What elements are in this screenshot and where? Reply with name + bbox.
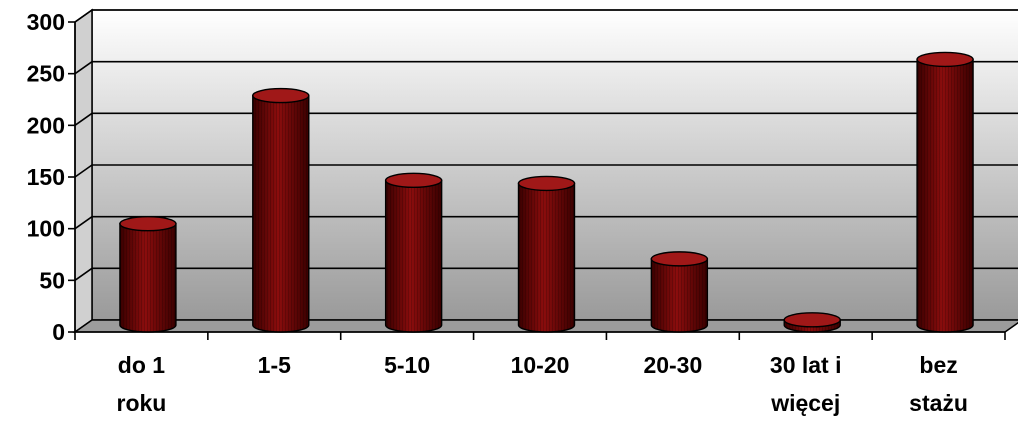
bar bbox=[252, 87, 310, 333]
gridline bbox=[74, 215, 1018, 230]
x-category-label: 30 lat i więcej bbox=[770, 352, 842, 416]
x-category-label: 5-10 bbox=[384, 352, 430, 378]
bar-top-cap bbox=[119, 216, 177, 232]
x-category-label-line: 1-5 bbox=[258, 352, 291, 378]
bar-top-cap bbox=[916, 51, 974, 68]
bar-texture bbox=[385, 180, 442, 332]
gridline bbox=[74, 60, 1018, 75]
x-category-label-line: 20-30 bbox=[643, 352, 702, 378]
x-axis-category-labels: do 1 roku 1-5 5-10 10-20 20-30 30 lat i więcej b… bbox=[117, 352, 968, 416]
bar-texture bbox=[651, 258, 708, 332]
x-category-label-line: 10-20 bbox=[511, 352, 570, 378]
gridline bbox=[74, 267, 1018, 281]
bar-texture bbox=[518, 183, 575, 332]
bar-top-cap bbox=[252, 87, 310, 104]
x-category-label-line: 30 lat i bbox=[770, 352, 842, 378]
bar bbox=[650, 251, 709, 333]
x-category-label: 20-30 bbox=[643, 352, 702, 378]
x-category-label-line: bez bbox=[919, 352, 957, 378]
x-category-label: do 1 roku bbox=[117, 352, 167, 416]
x-category-label: bez stażu bbox=[909, 352, 968, 416]
bar-top-cap bbox=[384, 172, 443, 189]
bar-texture bbox=[917, 59, 974, 332]
bar bbox=[916, 51, 974, 333]
y-tick-label: 250 bbox=[27, 61, 65, 87]
bar-texture bbox=[119, 223, 176, 332]
bar bbox=[384, 172, 443, 333]
bar-top-cap bbox=[783, 312, 841, 328]
x-category-label: 10-20 bbox=[511, 352, 570, 378]
bars bbox=[119, 51, 974, 333]
y-axis-tick-labels: 0 50 100 150 200 250 300 bbox=[27, 9, 65, 345]
gridline bbox=[74, 9, 1018, 23]
bar-texture bbox=[252, 95, 309, 332]
y-tick-label: 100 bbox=[27, 216, 65, 242]
y-tick-label: 0 bbox=[52, 319, 65, 345]
x-category-label-line: 5-10 bbox=[384, 352, 430, 378]
gridline bbox=[74, 112, 1018, 126]
x-category-label-line: stażu bbox=[909, 390, 968, 416]
bar bbox=[783, 312, 841, 333]
y-tick-label: 50 bbox=[39, 267, 65, 293]
y-tick-label: 300 bbox=[27, 9, 65, 35]
x-category-label: 1-5 bbox=[258, 352, 291, 378]
y-tick-label: 150 bbox=[27, 164, 65, 190]
bar-top-cap bbox=[517, 175, 576, 192]
gridlines bbox=[74, 9, 1018, 281]
bar bbox=[119, 216, 177, 333]
x-category-label-line: do 1 bbox=[118, 352, 165, 378]
y-tick-label: 200 bbox=[27, 112, 65, 138]
x-category-label-line: więcej bbox=[770, 390, 840, 416]
bar-top-cap bbox=[650, 251, 709, 267]
gridline bbox=[74, 164, 1018, 178]
x-category-label-line: roku bbox=[117, 390, 167, 416]
bar bbox=[517, 175, 576, 333]
